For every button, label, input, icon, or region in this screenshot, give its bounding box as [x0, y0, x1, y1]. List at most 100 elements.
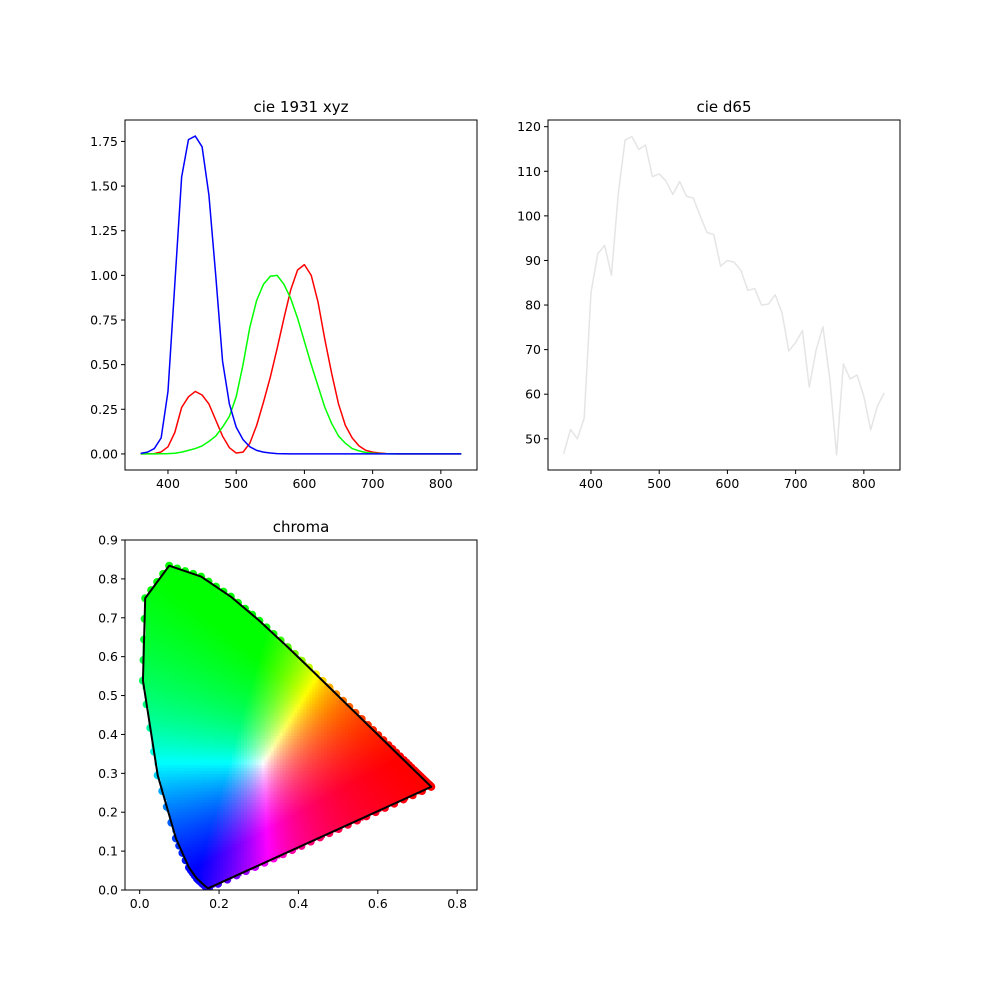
gamut-cell	[196, 741, 200, 745]
gamut-cell	[184, 712, 188, 716]
gamut-cell	[184, 583, 188, 588]
gamut-cell	[160, 773, 165, 777]
gamut-cell	[297, 822, 302, 827]
gamut-cell	[184, 671, 188, 675]
gamut-cell	[181, 624, 185, 629]
gamut-cell	[214, 755, 218, 760]
gamut-cell	[169, 723, 174, 728]
gamut-cell	[199, 662, 203, 667]
gamut-cell	[261, 680, 266, 684]
gamut-cell	[163, 720, 168, 725]
gamut-cell	[214, 840, 218, 844]
gamut-cell	[172, 758, 176, 763]
gamut-cell	[214, 633, 218, 637]
gamut-cell	[166, 758, 171, 763]
gamut-cell	[181, 767, 185, 772]
gamut-cell	[226, 776, 230, 780]
gamut-cell	[208, 770, 212, 774]
gamut-cell	[303, 840, 307, 844]
gamut-cell	[294, 712, 299, 716]
gamut-cell	[214, 828, 218, 833]
gamut-cell	[231, 720, 236, 725]
gamut-cell	[303, 799, 307, 804]
gamut-cell	[190, 779, 194, 783]
gamut-cell	[297, 712, 302, 716]
gamut-cell	[190, 860, 194, 865]
gamut-cell	[214, 697, 218, 702]
gamut-cell	[205, 796, 209, 801]
gamut-cell	[240, 817, 245, 821]
gamut-cell	[145, 691, 150, 696]
gamut-cell	[148, 680, 153, 684]
gamut-cell	[196, 860, 200, 865]
gamut-cell	[312, 776, 316, 780]
gamut-cell	[237, 674, 242, 678]
gamut-cell	[249, 808, 254, 812]
gamut-cell	[240, 674, 245, 678]
gamut-cell	[205, 642, 209, 646]
gamut-cell	[166, 750, 171, 754]
gamut-cell	[205, 633, 209, 637]
gamut-cell	[306, 691, 310, 696]
gamut-cell	[312, 793, 316, 798]
gamut-cell	[321, 770, 325, 774]
gamut-cell	[297, 747, 302, 751]
gamut-cell	[306, 703, 310, 707]
gamut-cell	[169, 706, 174, 710]
gamut-cell	[199, 604, 203, 608]
gamut-cell	[315, 752, 319, 757]
gamut-cell	[181, 726, 185, 731]
gamut-cell	[169, 595, 174, 599]
gamut-cell	[279, 773, 284, 777]
gamut-cell	[196, 790, 200, 795]
gamut-cell	[240, 723, 245, 728]
gamut-cell	[315, 697, 319, 702]
gamut-cell	[223, 849, 227, 853]
gamut-cell	[208, 668, 212, 672]
gamut-cell	[243, 767, 248, 772]
gamut-cell	[288, 782, 293, 786]
gamut-cell	[231, 860, 236, 865]
gamut-cell	[178, 717, 182, 722]
gamut-cell	[187, 709, 191, 713]
gamut-cell	[202, 767, 206, 772]
gamut-cell	[214, 820, 218, 824]
gamut-cell	[175, 755, 179, 760]
gamut-cell	[205, 723, 209, 728]
gamut-cell	[255, 659, 260, 664]
gamut-cell	[193, 855, 197, 859]
gamut-cell	[208, 607, 212, 611]
gamut-cell	[223, 857, 227, 862]
gamut-cell	[148, 712, 153, 716]
gamut-cell	[312, 785, 316, 789]
gamut-cell	[205, 712, 209, 716]
gamut-cell	[261, 843, 266, 847]
gamut-cell	[312, 814, 316, 818]
gamut-cell	[190, 656, 194, 661]
gamut-cell	[226, 764, 230, 769]
gamut-cell	[184, 837, 188, 842]
gamut-cell	[178, 755, 182, 760]
gamut-cell	[211, 650, 215, 655]
gamut-cell	[279, 750, 284, 754]
gamut-cell	[315, 790, 319, 795]
gamut-cell	[205, 790, 209, 795]
gamut-cell	[258, 674, 263, 678]
gamut-cell	[196, 852, 200, 856]
gamut-cell	[217, 624, 221, 629]
gamut-cell	[205, 735, 209, 739]
gamut-cell	[255, 682, 260, 687]
gamut-cell	[270, 814, 275, 818]
gamut-cell	[282, 712, 287, 716]
gamut-cell	[193, 706, 197, 710]
gamut-cell	[267, 787, 272, 792]
gamut-cell	[211, 735, 215, 739]
gamut-cell	[270, 677, 275, 681]
gamut-cell	[285, 808, 290, 812]
gamut-cell	[300, 828, 304, 833]
gamut-cell	[202, 712, 206, 716]
gamut-cell	[187, 674, 191, 678]
gamut-cell	[175, 761, 179, 766]
gamut-cell	[297, 752, 302, 757]
gamut-cell	[270, 647, 275, 652]
